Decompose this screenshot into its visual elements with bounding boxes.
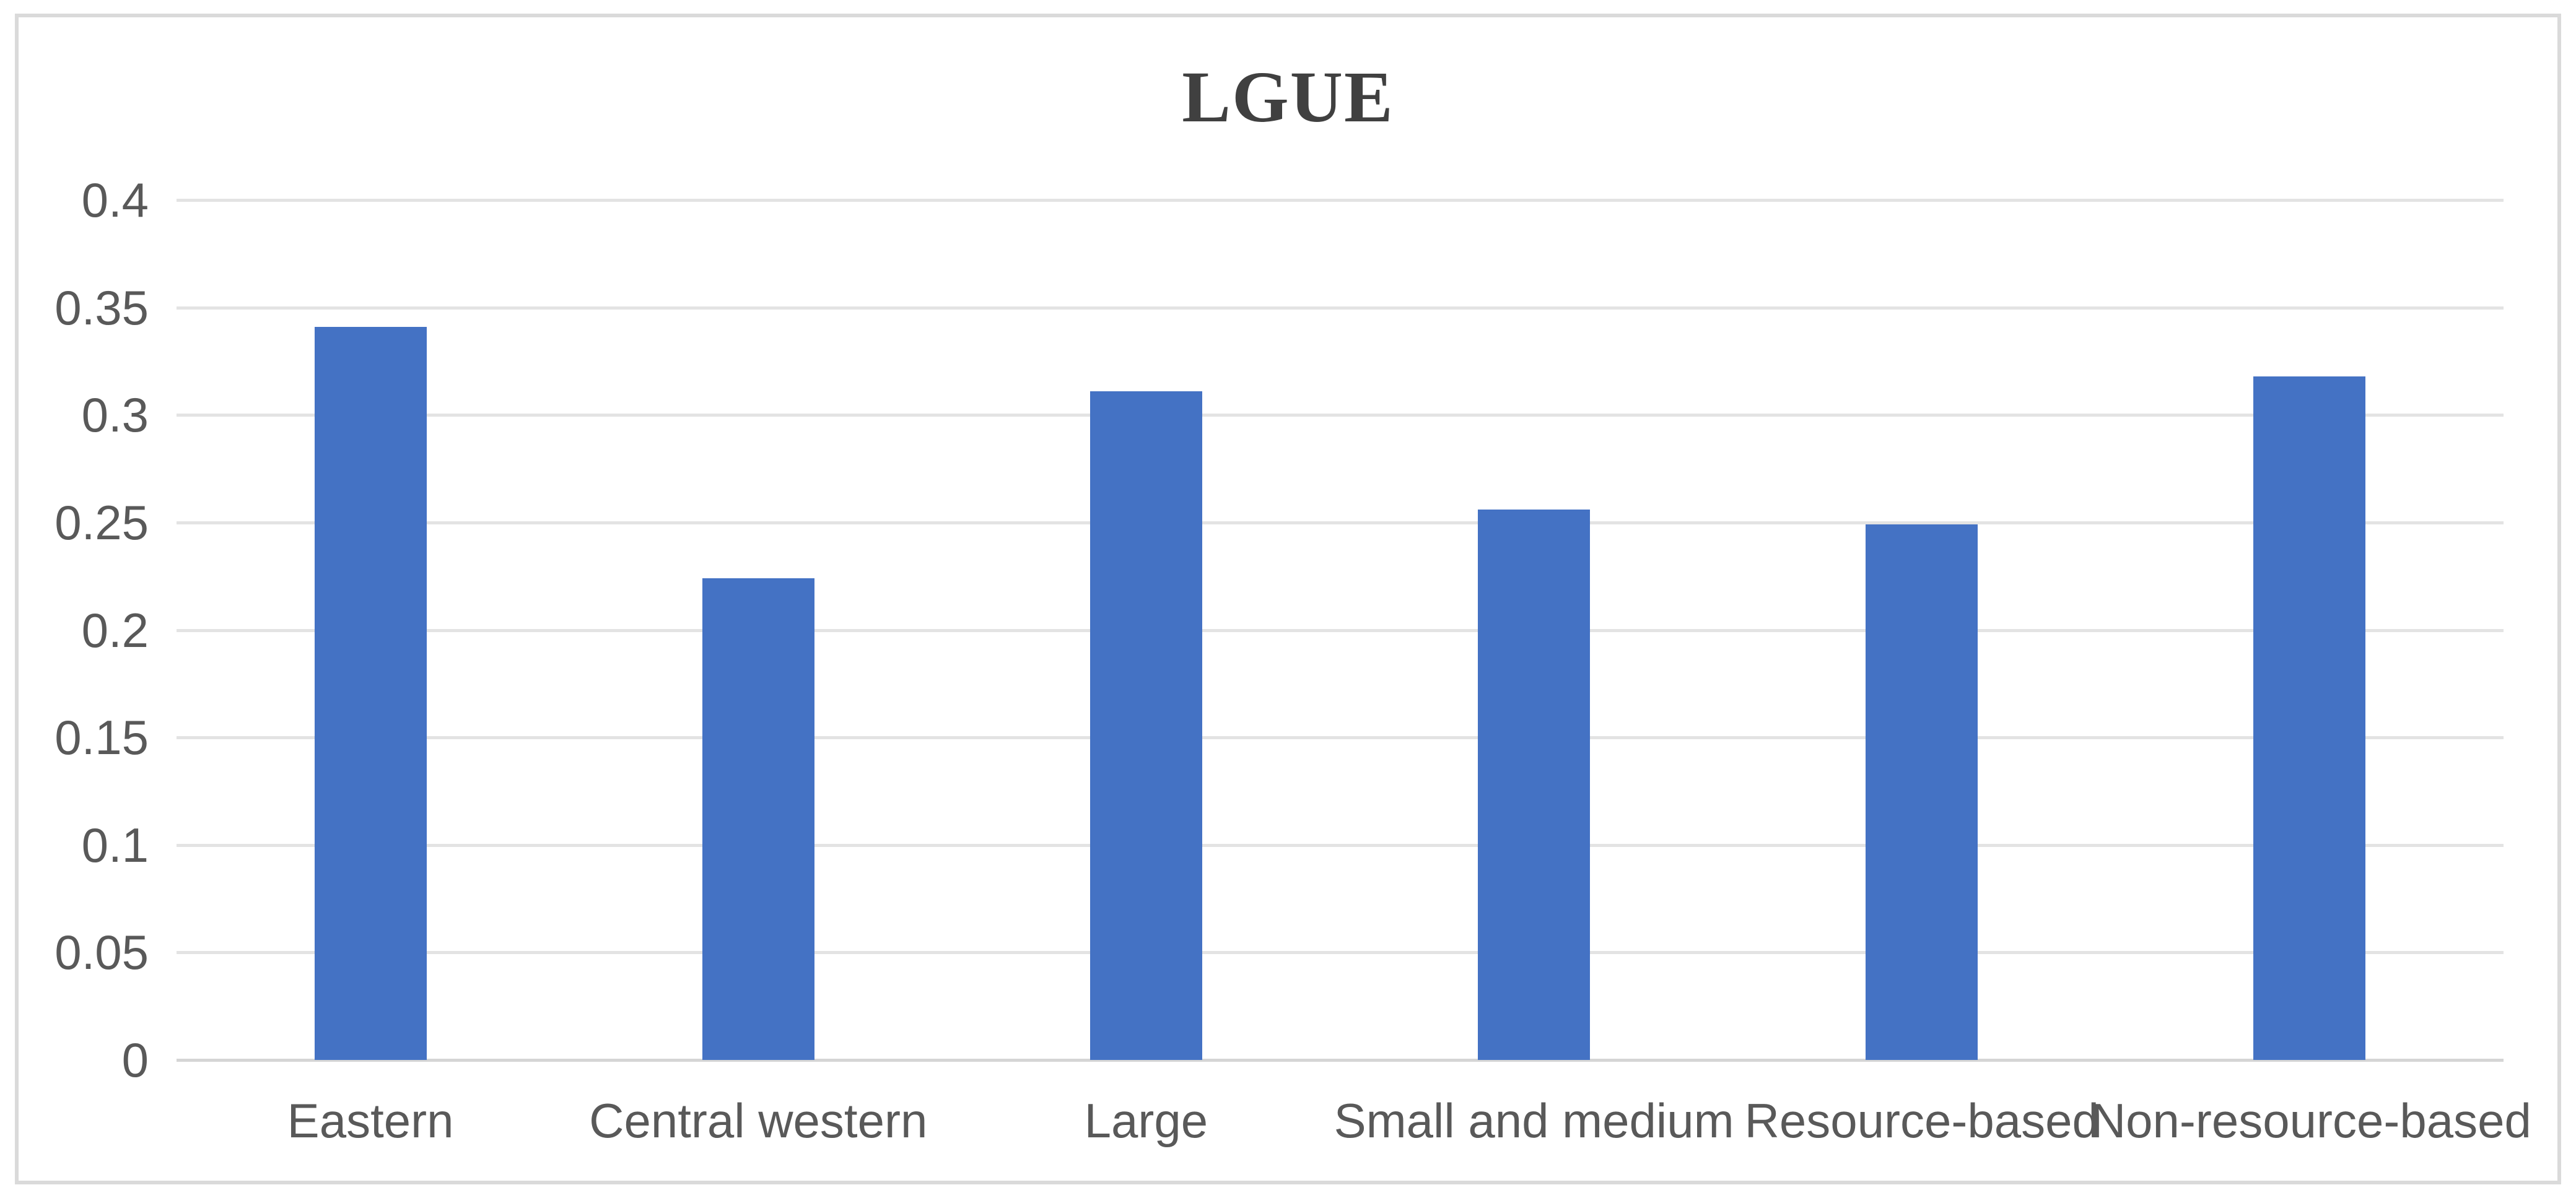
y-tick-label: 0.3 [81, 388, 149, 443]
gridline [177, 951, 2504, 955]
bar-eastern [314, 326, 427, 1060]
y-tick-label: 0.25 [55, 495, 149, 550]
bar-resource-based [1866, 524, 1978, 1060]
bar-small-and-medium [1478, 510, 1591, 1060]
x-category-label: Non-resource-based [2090, 1093, 2531, 1148]
x-axis-line [177, 1059, 2504, 1062]
gridline [177, 628, 2504, 632]
x-category-label: Eastern [287, 1093, 454, 1148]
gridline [177, 414, 2504, 417]
bar-large [1089, 391, 1202, 1060]
gridline [177, 199, 2504, 202]
y-tick-label: 0.2 [81, 602, 149, 658]
bar-central-western [702, 578, 814, 1060]
x-category-label: Central western [589, 1093, 928, 1148]
x-category-label: Resource-based [1744, 1093, 2099, 1148]
y-tick-label: 0.15 [55, 710, 149, 765]
plot-area [177, 199, 2504, 1062]
gridline [177, 736, 2504, 740]
y-tick-label: 0 [121, 1033, 149, 1087]
y-tick-label: 0.1 [81, 817, 149, 872]
gridline [177, 843, 2504, 847]
chart-border-frame [15, 14, 2561, 1184]
x-category-label: Large [1084, 1093, 1208, 1148]
y-tick-label: 0.35 [55, 280, 149, 335]
y-tick-label: 0.4 [81, 173, 149, 227]
gridline [177, 521, 2504, 524]
x-category-label: Small and medium [1334, 1093, 1734, 1148]
gridline [177, 306, 2504, 310]
chart-title: LGUE [1182, 56, 1394, 137]
y-tick-label: 0.05 [55, 925, 149, 980]
bar-non-resource-based [2253, 376, 2366, 1060]
